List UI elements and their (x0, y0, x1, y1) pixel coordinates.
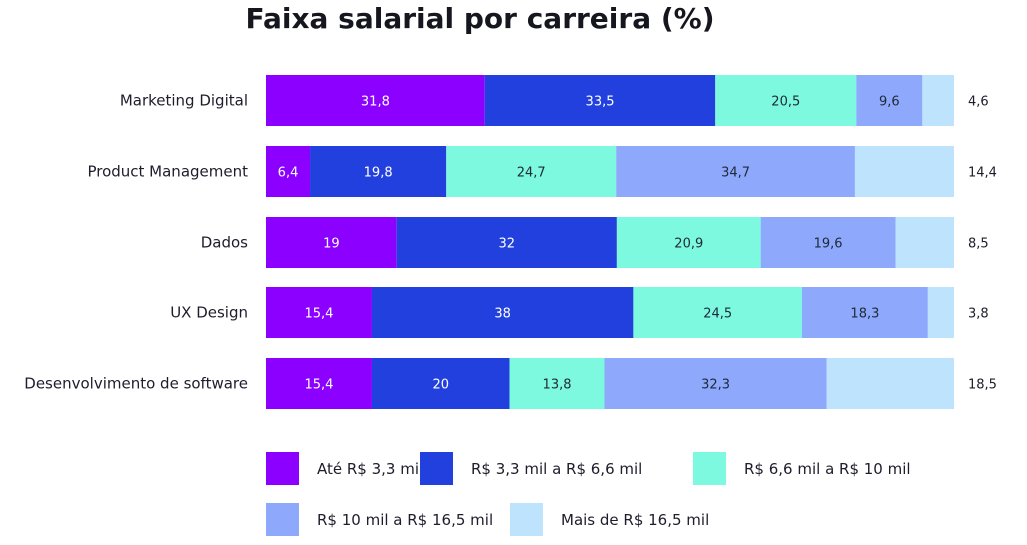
bar-segment (801, 287, 928, 338)
data-label: 20,9 (674, 237, 703, 252)
category-label: UX Design (170, 304, 248, 322)
legend-item: Até R$ 3,3 mil (266, 452, 423, 485)
bar-segment (371, 358, 510, 409)
bar-segment (927, 287, 954, 338)
bar-segment (266, 358, 372, 409)
data-label: 20 (432, 378, 449, 393)
data-label: 15,4 (304, 307, 333, 322)
data-label: 38 (494, 307, 511, 322)
bar-segment (616, 146, 855, 197)
data-label: 31,8 (361, 95, 390, 110)
legend-swatch (420, 452, 453, 485)
data-label: 34,7 (721, 166, 750, 181)
bar-segment (446, 146, 617, 197)
data-label: 19,6 (814, 237, 843, 252)
bar-segment (616, 217, 761, 268)
category-label: Marketing Digital (120, 92, 248, 110)
data-label: 32,3 (701, 378, 730, 393)
bar-segment (396, 217, 617, 268)
bar-segment (604, 358, 827, 409)
legend-swatch (266, 503, 299, 536)
bar-segment (922, 75, 954, 126)
data-label: 6,4 (278, 166, 299, 181)
legend-label: R$ 3,3 mil a R$ 6,6 mil (471, 459, 643, 478)
legend-label: Até R$ 3,3 mil (317, 459, 424, 478)
bar-segment (854, 146, 954, 197)
data-label: 13,8 (543, 378, 572, 393)
category-label: Product Management (87, 163, 248, 181)
legend-label: R$ 10 mil a R$ 16,5 mil (317, 510, 494, 529)
bar-segment (895, 217, 954, 268)
data-label: 20,5 (771, 95, 800, 110)
category-label: Desenvolvimento de software (24, 375, 248, 393)
data-label: 19,8 (364, 166, 393, 181)
legend-item: R$ 10 mil a R$ 16,5 mil (266, 503, 493, 536)
bar-segment (310, 146, 447, 197)
bar-segment (715, 75, 857, 126)
bar-segment (266, 146, 311, 197)
data-label: 32 (499, 237, 516, 252)
bar-segment (484, 75, 716, 126)
chart-title: Faixa salarial por carreira (%) (245, 2, 715, 35)
stacked-bar-chart: Marketing Digital 31,8 33,5 20,5 9,6 4,6 Produ… (24, 75, 997, 409)
bar-segment (509, 358, 605, 409)
bar-segment (826, 358, 954, 409)
bar-segment (856, 75, 923, 126)
data-label: 14,4 (968, 166, 997, 181)
legend-item: Mais de R$ 16,5 mil (510, 503, 709, 536)
category-label: Dados (201, 234, 248, 252)
legend-label: Mais de R$ 16,5 mil (561, 510, 710, 529)
data-label: 24,5 (703, 307, 732, 322)
data-label: 8,5 (968, 237, 989, 252)
data-label: 4,6 (968, 95, 989, 110)
legend-label: R$ 6,6 mil a R$ 10 mil (744, 459, 911, 478)
data-label: 18,5 (968, 378, 997, 393)
legend-item: R$ 3,3 mil a R$ 6,6 mil (420, 452, 642, 485)
bar-segment (371, 287, 634, 338)
legend-item: R$ 6,6 mil a R$ 10 mil (693, 452, 911, 485)
bar-segment (266, 217, 397, 268)
data-label: 33,5 (586, 95, 615, 110)
legend-swatch (510, 503, 543, 536)
bar-segment (760, 217, 896, 268)
data-label: 24,7 (517, 166, 546, 181)
bar-segment (266, 75, 485, 126)
data-label: 3,8 (968, 307, 989, 322)
legend-swatch (693, 452, 726, 485)
bar-segment (633, 287, 802, 338)
data-label: 18,3 (850, 307, 879, 322)
data-label: 9,6 (879, 95, 900, 110)
legend-swatch (266, 452, 299, 485)
data-label: 15,4 (304, 378, 333, 393)
bar-segment (266, 287, 372, 338)
data-label: 19 (323, 237, 340, 252)
